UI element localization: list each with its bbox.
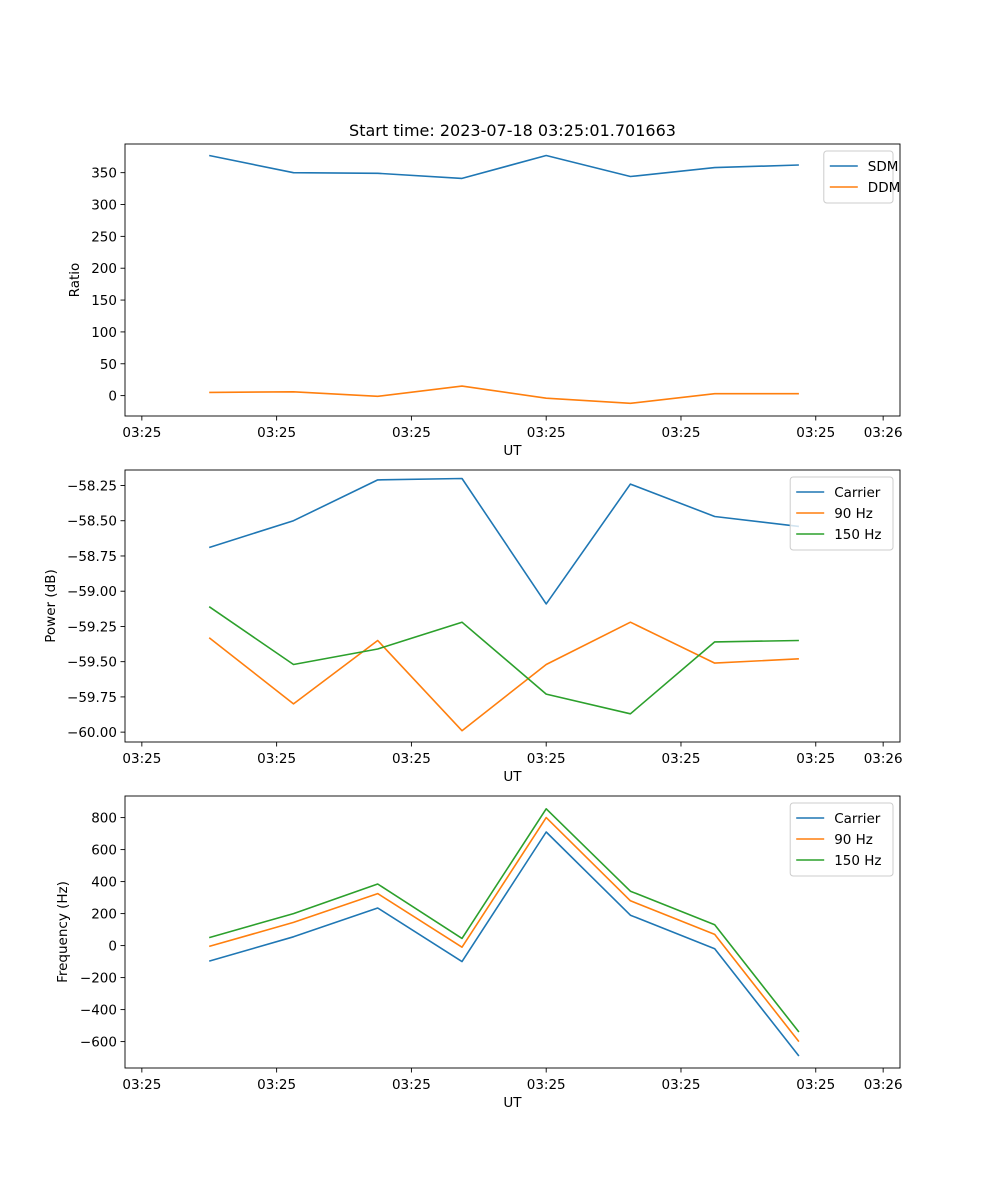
series-line-carrier [208,831,800,1057]
x-tick-label: 03:25 [796,751,835,767]
x-tick-label: 03:25 [662,425,701,441]
x-tick-label: 03:25 [392,425,431,441]
legend-label: 90 Hz [834,832,873,848]
subplot-3: 03:25 03:25 03:25 03:25 03:25 03:25 03:26 −600 −… [55,795,903,1111]
x-tick-label: 03:25 [122,751,161,767]
x-tick-label: 03:25 [796,425,835,441]
y-tick-label: 250 [91,229,117,245]
axes-frame [124,143,901,417]
legend-label: Carrier [834,811,881,827]
x-tick-label: 03:25 [122,1077,161,1093]
x-tick-label: 03:25 [527,1077,566,1093]
series-line-sdm [209,154,799,180]
x-tick-label: 03:25 [527,751,566,767]
x-tick-label: 03:25 [122,425,161,441]
legend: SDM DDM [823,150,900,204]
series-line-90-hz [208,621,799,732]
y-tick-label: −59.00 [67,584,117,600]
y-tick-label: −59.75 [67,690,117,706]
y-tick-label: −200 [80,971,117,987]
y-tick-label: 300 [91,198,117,214]
x-axis-label: UT [503,769,522,785]
x-tick-label: 03:25 [257,751,296,767]
x-tick-label: 03:25 [796,1077,835,1093]
legend-label: SDM [868,159,899,175]
y-tick-label: −600 [80,1035,117,1051]
legend-label: DDM [868,180,900,196]
x-tick-label: 03:25 [392,1077,431,1093]
x-tick-label: 03:26 [864,1077,903,1093]
y-tick-label: −58.25 [67,479,117,495]
legend-box [789,802,894,877]
y-tick-label: −59.25 [67,619,117,635]
y-tick-label: −58.75 [67,549,117,565]
x-tick-label: 03:25 [257,1077,296,1093]
x-tick-label: 03:25 [527,425,566,441]
x-tick-label: 03:26 [864,425,903,441]
series-line-carrier [208,477,799,605]
series-line-ddm [209,385,799,405]
y-tick-label: 50 [100,357,117,373]
axes-frame [124,795,901,1069]
y-tick-label: 200 [91,907,117,923]
y-tick-label: 0 [108,389,117,405]
y-axis-label: Frequency (Hz) [55,881,71,983]
legend-label: 150 Hz [834,853,881,869]
y-tick-label: 150 [91,293,117,309]
x-tick-label: 03:25 [257,425,296,441]
x-tick-label: 03:25 [662,751,701,767]
series-line-150-hz [208,807,800,1033]
y-tick-label: 200 [91,261,117,277]
series-line-150-hz [208,606,799,715]
x-axis-label: UT [503,1095,522,1111]
y-tick-label: 800 [91,811,117,827]
legend-label: 90 Hz [834,506,873,522]
x-tick-label: 03:25 [662,1077,701,1093]
y-tick-label: 0 [108,939,117,955]
y-tick-label: −58.50 [67,514,117,530]
legend-box [789,476,894,551]
legend-box [823,150,894,204]
legend-label: 150 Hz [834,527,881,543]
x-tick-label: 03:25 [392,751,431,767]
legend: Carrier 90 Hz 150 Hz [789,476,894,551]
subplot-1: Start time: 2023-07-18 03:25:01.70166303… [67,121,903,459]
y-tick-label: 350 [91,166,117,182]
y-tick-label: −60.00 [67,725,117,741]
subplot-2: 03:25 03:25 03:25 03:25 03:25 03:25 03:26 −60.0… [43,469,903,785]
x-axis-label: UT [503,443,522,459]
axes-frame [124,469,901,743]
y-axis-label: Power (dB) [43,569,59,642]
y-tick-label: 100 [91,325,117,341]
y-tick-label: 400 [91,875,117,891]
legend: Carrier 90 Hz 150 Hz [789,802,894,877]
series-line-90-hz [208,816,800,1043]
y-axis-label: Ratio [67,263,83,298]
chart-title: Start time: 2023-07-18 03:25:01.701663 [349,121,676,140]
legend-label: Carrier [834,485,881,501]
y-tick-label: −400 [80,1003,117,1019]
y-tick-label: −59.50 [67,655,117,671]
x-tick-label: 03:26 [864,751,903,767]
y-tick-label: 600 [91,843,117,859]
